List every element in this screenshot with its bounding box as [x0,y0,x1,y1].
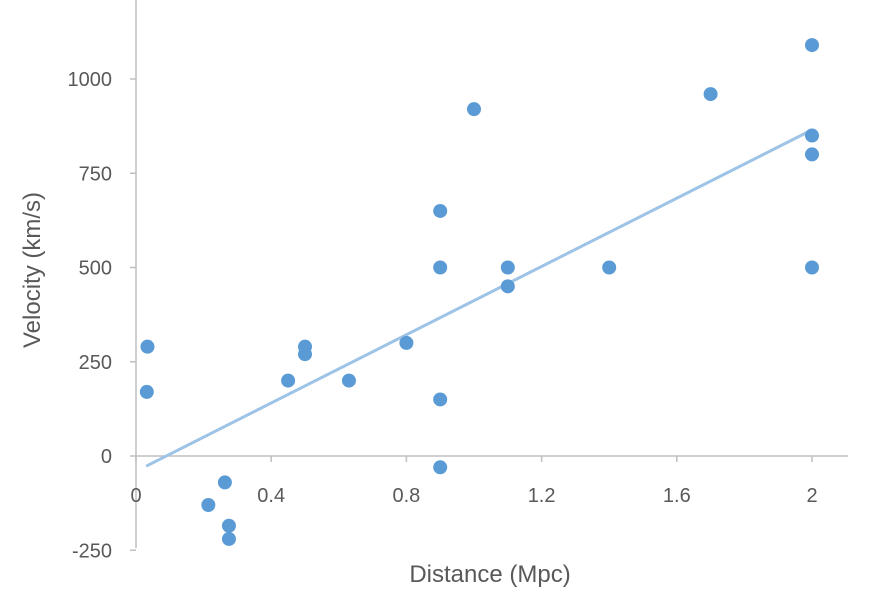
trendline [145,128,813,468]
x-tick-label: 1.2 [528,485,556,507]
data-point [341,373,356,388]
y-tick-label: 750 [79,163,112,185]
y-tick-label: 0 [101,446,112,468]
x-tick-label: 2 [806,485,817,507]
trendline-layer [145,128,813,468]
data-point [298,347,312,362]
data-point [139,384,154,399]
data-point [221,531,236,546]
data-point [433,260,448,275]
data-point [805,38,819,53]
data-point [201,498,216,513]
y-tick-label: 250 [79,352,112,374]
data-point [217,475,232,490]
data-point [500,260,515,275]
y-tick-label: -250 [72,540,112,562]
x-tick-label: 0.4 [257,485,285,507]
y-tick-label: 1000 [68,69,113,91]
data-points [139,38,819,546]
data-point [433,460,448,475]
x-tick-label: 0 [130,485,141,507]
data-point [221,518,236,533]
data-point [399,335,414,350]
x-tick-label: 0.8 [392,485,420,507]
data-point [281,373,296,388]
x-tick-label: 1.6 [663,485,691,507]
data-point [703,87,718,102]
y-tick-label: 500 [79,258,112,280]
tick-labels: -250 0 250 500 750 1000 0 0.4 0.8 1.2 1.6 2 [68,69,818,562]
data-point [433,392,448,407]
data-point [602,260,617,275]
data-point [467,102,481,117]
x-axis-title: Distance (Mpc) [409,561,570,588]
data-point [433,203,448,218]
data-point [805,128,819,143]
data-point [140,339,155,354]
axes [130,0,848,551]
data-point [805,147,819,162]
y-axis-title: Velocity (km/s) [19,192,46,348]
data-point [805,260,819,275]
data-point [500,279,515,294]
